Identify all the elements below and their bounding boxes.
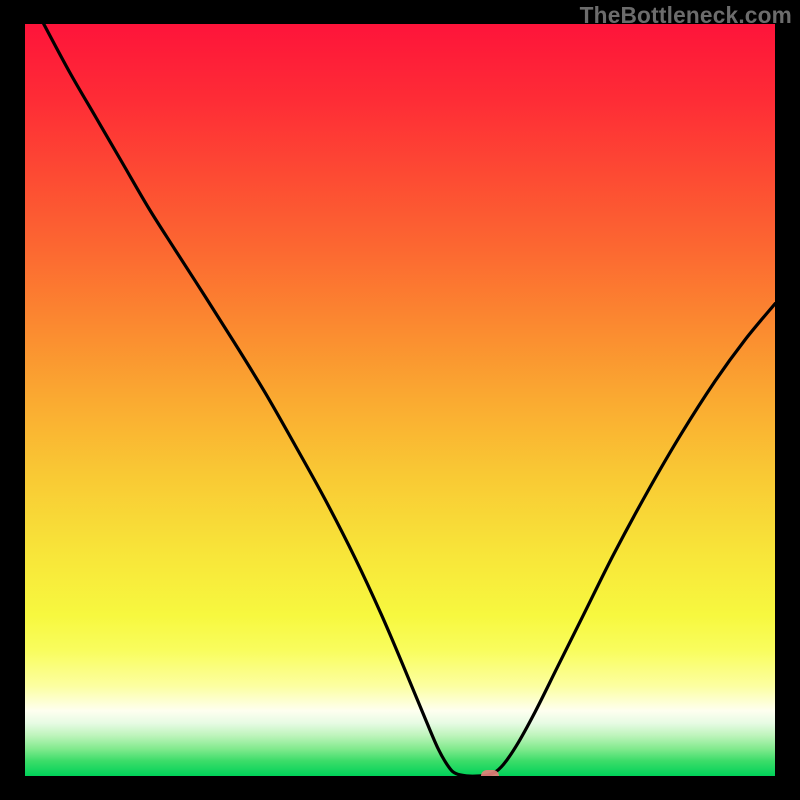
chart-svg — [0, 0, 800, 800]
plot-background-gradient — [25, 24, 775, 776]
chart-stage: TheBottleneck.com — [0, 0, 800, 800]
watermark-text: TheBottleneck.com — [580, 2, 792, 29]
